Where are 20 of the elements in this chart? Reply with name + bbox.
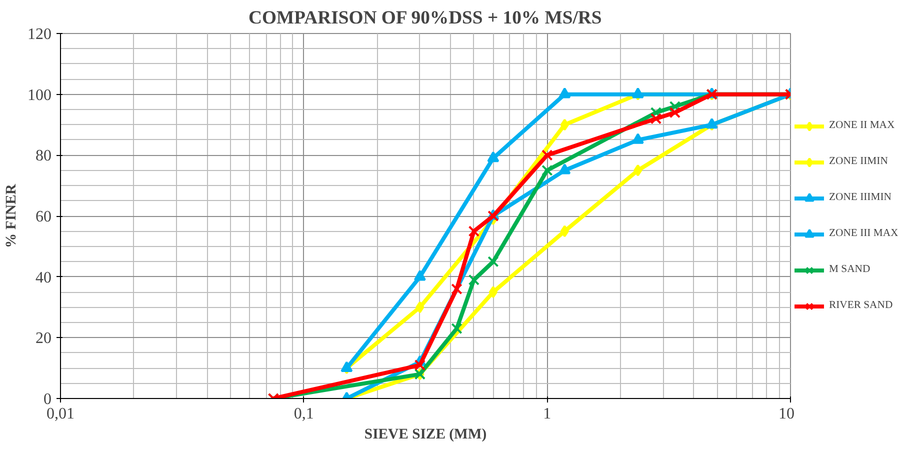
x-tick-label: 1	[543, 406, 552, 422]
y-tick-label: 60	[36, 208, 52, 226]
x-tick-label: 0,01	[46, 406, 74, 422]
x-tick-label: 0,1	[294, 406, 314, 422]
legend-label: ZONE IIMIN	[829, 156, 888, 167]
legend-label: ZONE IIIMIN	[829, 192, 892, 203]
legend-label: M SAND	[829, 264, 870, 275]
y-tick-label: 120	[28, 26, 52, 43]
legend-label: RIVER SAND	[829, 300, 893, 311]
y-tick-label: 20	[36, 330, 52, 348]
chart-title: COMPARISON OF 90%DSS + 10% MS/RS	[248, 8, 602, 28]
y-tick-label: 100	[28, 86, 52, 104]
y-tick-label: 0	[44, 391, 52, 408]
y-tick-label: 40	[36, 269, 52, 286]
x-axis-title: SIEVE SIZE (MM)	[364, 426, 487, 442]
legend-label: ZONE III MAX	[829, 228, 898, 239]
y-axis-title: % FINER	[4, 184, 20, 248]
legend-label: ZONE II MAX	[829, 120, 895, 131]
x-tick-label: 10	[778, 406, 794, 422]
y-tick-label: 80	[36, 148, 52, 165]
